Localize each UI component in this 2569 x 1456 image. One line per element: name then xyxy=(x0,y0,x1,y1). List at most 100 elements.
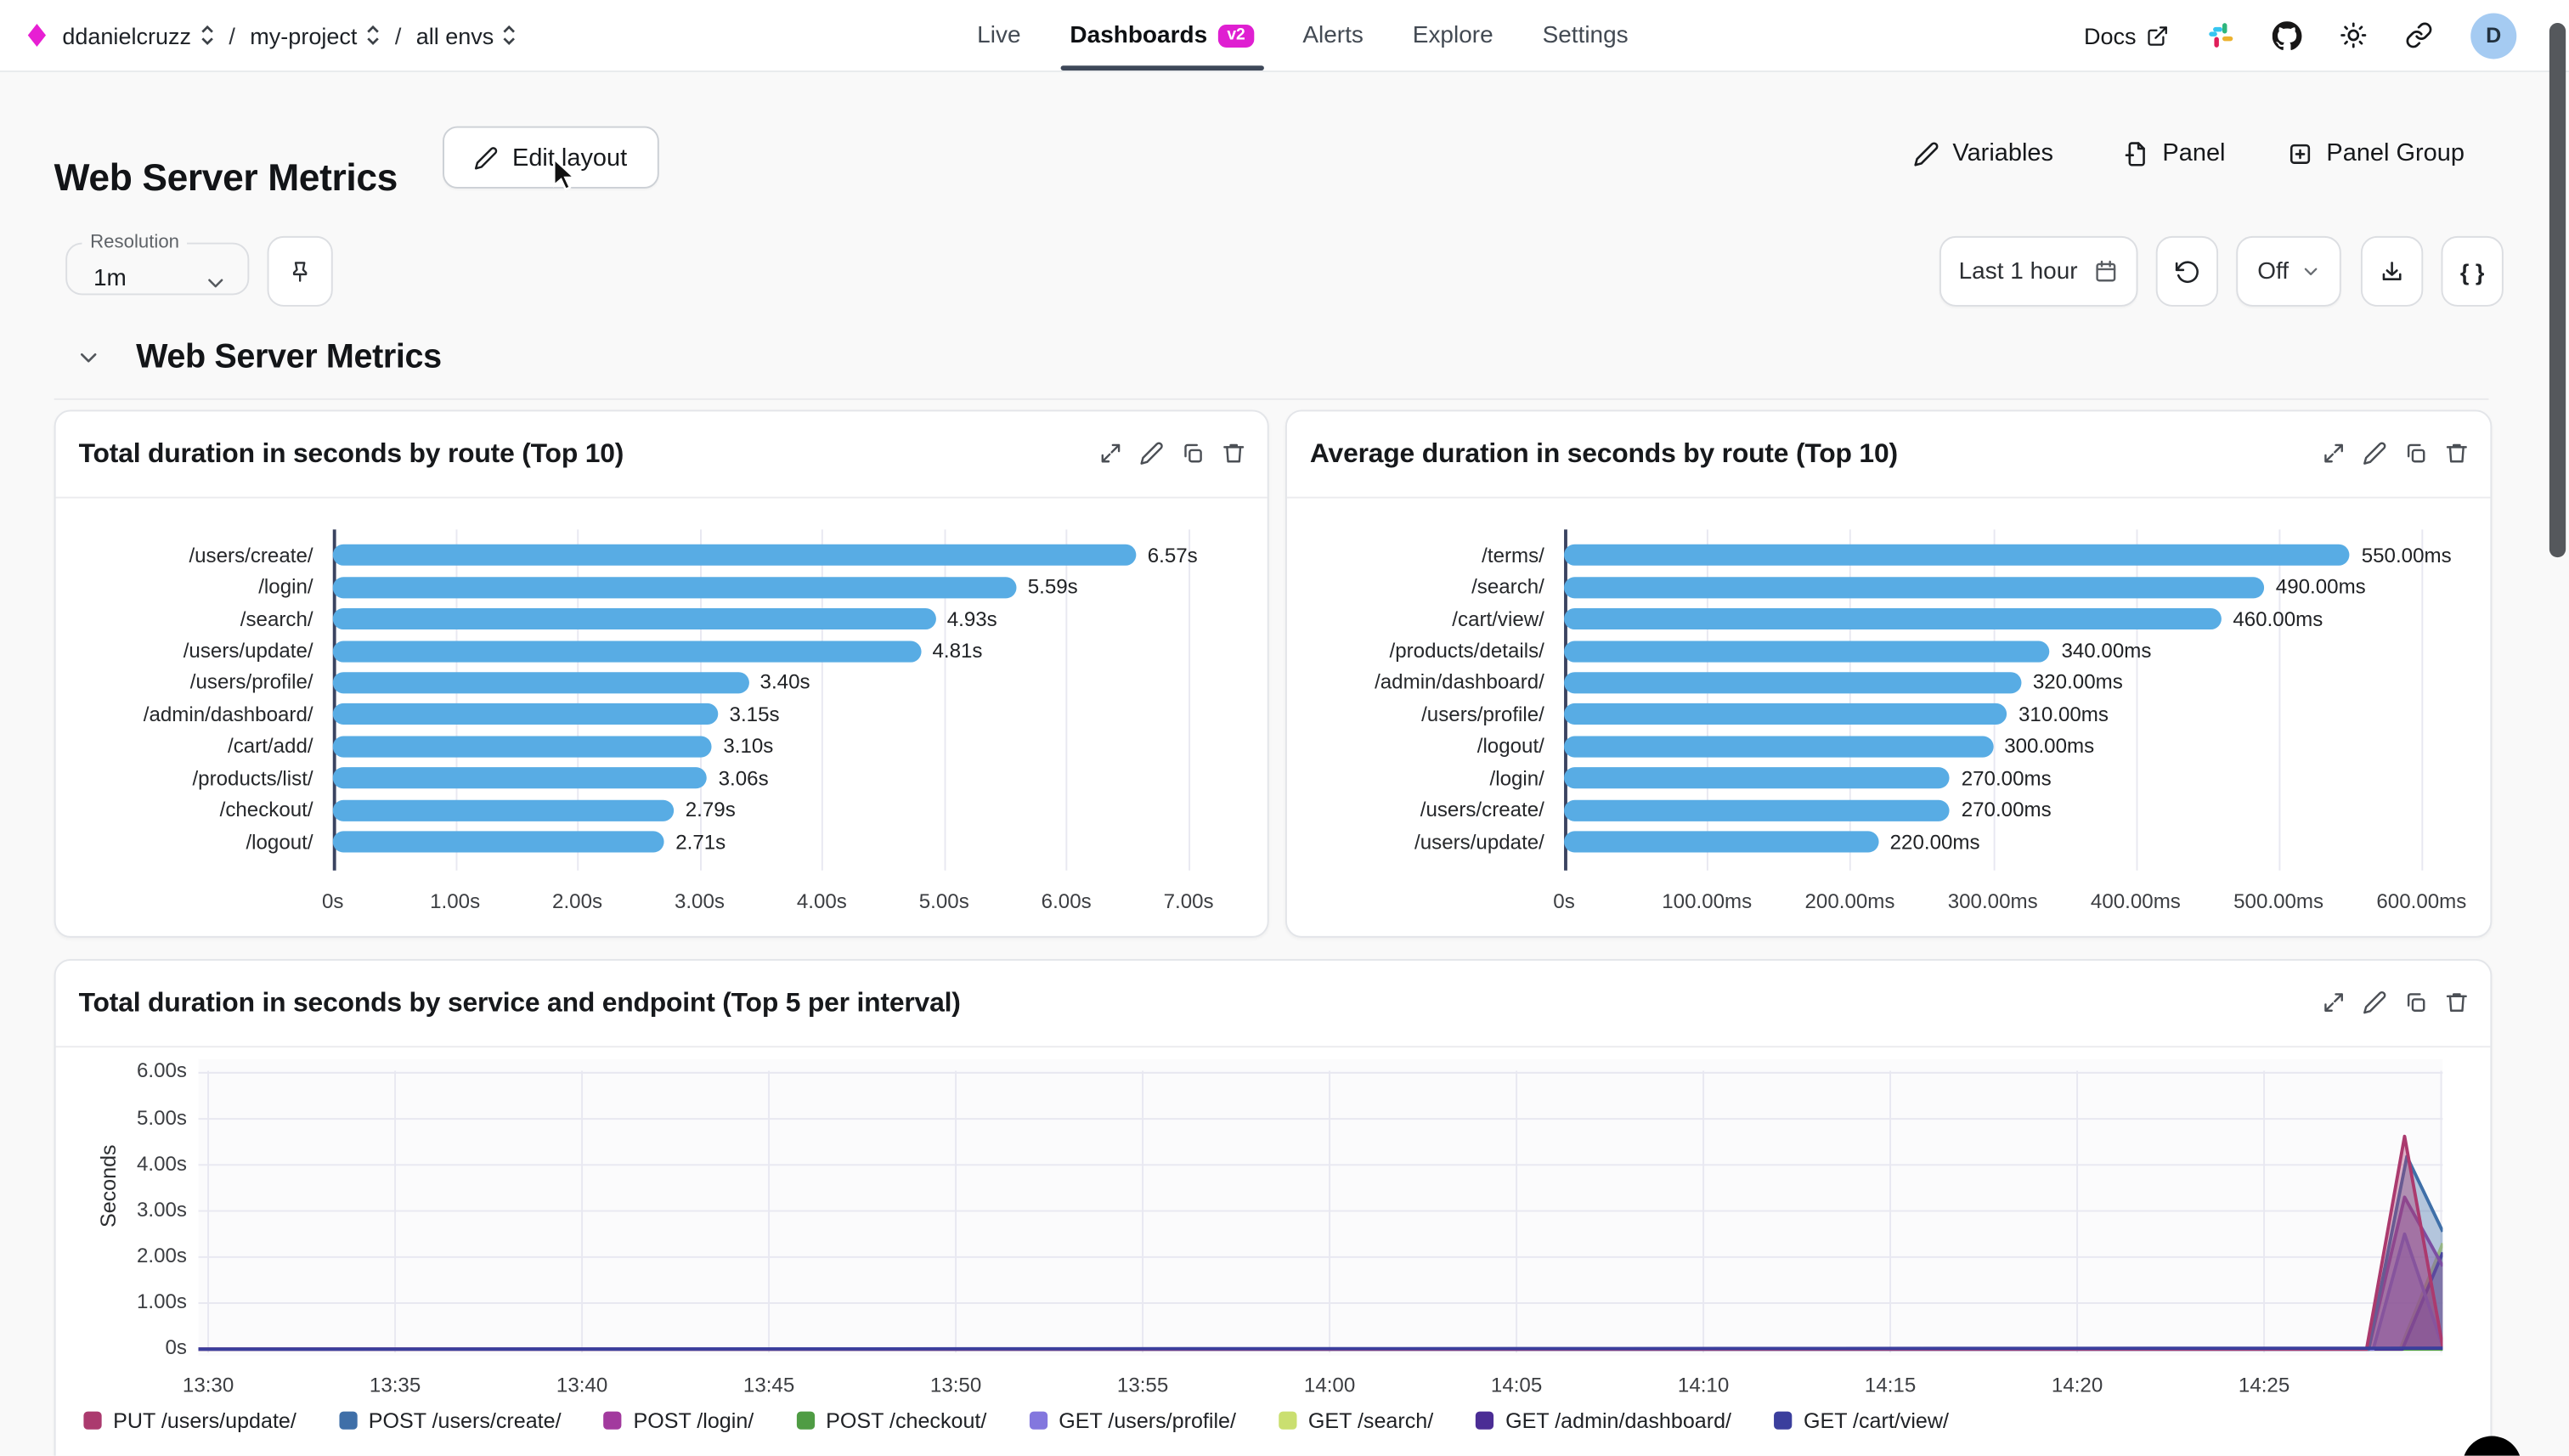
bar[interactable] xyxy=(1564,767,1951,789)
legend-item[interactable]: GET /search/ xyxy=(1279,1408,1433,1433)
bar[interactable] xyxy=(1564,831,1879,853)
bar-category-label: /users/profile/ xyxy=(1421,703,1544,726)
area-chart-plot[interactable] xyxy=(198,1058,2443,1356)
edit-layout-button[interactable]: Edit layout xyxy=(443,126,659,189)
delete-panel-icon[interactable] xyxy=(2444,441,2469,466)
pin-icon xyxy=(292,261,308,281)
top-bar: ddanielcruzz / my-project / all envs Liv… xyxy=(0,0,2569,72)
edit-panel-icon[interactable] xyxy=(1139,441,1164,466)
tab-live[interactable]: Live xyxy=(977,22,1021,48)
duplicate-panel-icon[interactable] xyxy=(2403,990,2428,1015)
y-axis-line xyxy=(332,529,336,871)
docs-link[interactable]: Docs xyxy=(2084,22,2169,48)
bar[interactable] xyxy=(332,767,708,789)
gridline xyxy=(1849,529,1852,871)
tab-settings[interactable]: Settings xyxy=(1542,22,1629,48)
duplicate-panel-icon[interactable] xyxy=(2403,441,2428,466)
expand-icon[interactable] xyxy=(1098,441,1123,466)
legend-item[interactable]: POST /login/ xyxy=(603,1408,754,1433)
legend-item[interactable]: POST /users/create/ xyxy=(339,1408,562,1433)
bar[interactable] xyxy=(332,545,1137,567)
edit-panel-icon[interactable] xyxy=(2363,441,2387,466)
bar[interactable] xyxy=(332,672,749,694)
expand-icon[interactable] xyxy=(2322,441,2346,466)
delete-panel-icon[interactable] xyxy=(2444,990,2469,1015)
bar-row: /users/update/4.81s xyxy=(79,635,1245,667)
resolution-select[interactable]: Resolution 1m xyxy=(65,233,250,296)
legend-item[interactable]: GET /admin/dashboard/ xyxy=(1476,1408,1731,1433)
delete-panel-icon[interactable] xyxy=(1222,441,1246,466)
devtools-button[interactable] xyxy=(2462,1436,2522,1456)
time-range-button[interactable]: Last 1 hour xyxy=(1939,235,2138,307)
variables-button[interactable]: Variables xyxy=(1913,139,2053,167)
legend-swatch xyxy=(339,1411,358,1430)
bar[interactable] xyxy=(332,703,719,725)
bar[interactable] xyxy=(332,608,936,630)
x-tick-label: 14:25 xyxy=(2238,1374,2290,1397)
bar[interactable] xyxy=(332,576,1017,598)
add-panel-button[interactable]: Panel xyxy=(2123,139,2225,167)
theme-sun-icon[interactable] xyxy=(2340,21,2368,49)
tab-alerts[interactable]: Alerts xyxy=(1302,22,1364,48)
refresh-button[interactable] xyxy=(2155,235,2219,307)
external-link-icon xyxy=(2148,25,2167,45)
breadcrumb-org[interactable]: ddanielcruzz xyxy=(62,22,214,48)
x-tick-label: 14:15 xyxy=(1864,1374,1917,1397)
resolution-label: Resolution xyxy=(90,233,180,253)
bar[interactable] xyxy=(1564,736,1993,758)
y-tick-label: 6.00s xyxy=(136,1059,187,1083)
gridline xyxy=(944,529,946,871)
pin-resolution-button[interactable] xyxy=(267,235,333,307)
legend-item[interactable]: PUT /users/update/ xyxy=(83,1408,296,1433)
legend-label: POST /checkout/ xyxy=(826,1408,987,1433)
bar[interactable] xyxy=(1564,703,2007,725)
panel-header: Total duration in seconds by service and… xyxy=(55,961,2491,1048)
bar[interactable] xyxy=(332,640,921,662)
download-button[interactable] xyxy=(2360,235,2424,307)
edit-panel-icon[interactable] xyxy=(2363,990,2387,1015)
x-tick-label: 14:10 xyxy=(1677,1374,1730,1397)
bar[interactable] xyxy=(1564,545,2351,567)
tab-dashboards[interactable]: Dashboards v2 xyxy=(1059,0,1263,71)
breadcrumb-env[interactable]: all envs xyxy=(416,22,517,48)
series-line[interactable] xyxy=(198,1346,2443,1352)
v2-badge: v2 xyxy=(1218,23,1254,47)
x-tick-label: 14:20 xyxy=(2051,1374,2103,1397)
bar[interactable] xyxy=(1564,672,2022,694)
bar[interactable] xyxy=(332,831,664,853)
edit-layout-label: Edit layout xyxy=(512,143,628,172)
breadcrumb-project[interactable]: my-project xyxy=(250,22,380,48)
query-json-button[interactable]: { } xyxy=(2441,235,2504,307)
expand-icon[interactable] xyxy=(2322,990,2346,1015)
auto-refresh-select[interactable]: Off xyxy=(2236,235,2341,307)
scrollbar-thumb[interactable] xyxy=(2549,23,2566,558)
bar[interactable] xyxy=(1564,576,2265,598)
legend-item[interactable]: GET /users/profile/ xyxy=(1029,1408,1236,1433)
share-link-icon[interactable] xyxy=(2405,21,2433,49)
tab-explore[interactable]: Explore xyxy=(1412,22,1493,48)
slack-icon[interactable] xyxy=(2207,21,2235,49)
x-tick-label: 14:05 xyxy=(1490,1374,1543,1397)
gridline xyxy=(2421,529,2424,871)
github-icon[interactable] xyxy=(2272,20,2302,50)
x-tick-label: 3.00s xyxy=(674,889,725,913)
add-panel-group-button[interactable]: Panel Group xyxy=(2287,139,2465,167)
gridline xyxy=(455,529,457,871)
bar-row: /users/create/6.57s xyxy=(79,539,1245,572)
collapse-chevron-icon[interactable] xyxy=(77,346,100,369)
y-tick-label: 5.00s xyxy=(136,1105,187,1129)
legend-item[interactable]: POST /checkout/ xyxy=(796,1408,986,1433)
x-tick-label: 13:35 xyxy=(369,1374,421,1397)
bar[interactable] xyxy=(332,799,675,821)
bar[interactable] xyxy=(1564,640,2050,662)
bar[interactable] xyxy=(332,736,712,758)
avatar[interactable]: D xyxy=(2470,12,2517,59)
bar[interactable] xyxy=(1564,608,2222,630)
bar-category-label: /users/create/ xyxy=(189,544,313,567)
duplicate-panel-icon[interactable] xyxy=(1180,441,1205,466)
y-tick-label: 2.00s xyxy=(136,1244,187,1267)
panel-title: Average duration in seconds by route (To… xyxy=(1309,439,1898,469)
legend-item[interactable]: GET /cart/view/ xyxy=(1774,1408,1949,1433)
bar-category-label: /login/ xyxy=(1489,766,1544,790)
bar[interactable] xyxy=(1564,799,1951,821)
